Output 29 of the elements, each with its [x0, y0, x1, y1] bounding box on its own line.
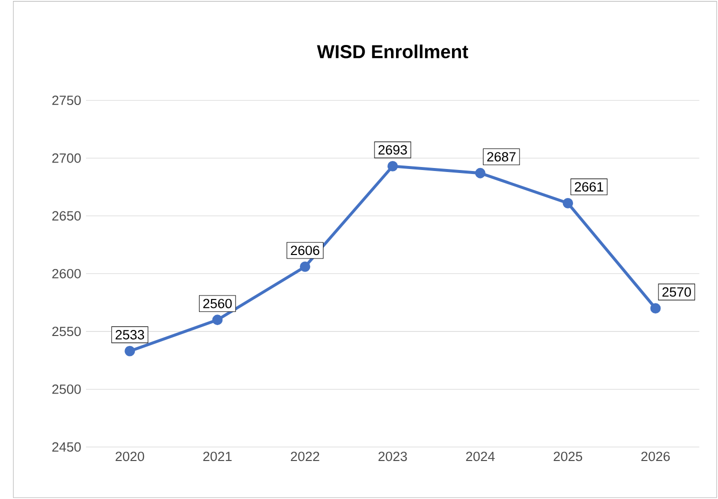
point [650, 303, 661, 314]
data-label: 2533 [116, 330, 144, 340]
x-tick-label: 2021 [203, 452, 232, 462]
point [212, 314, 223, 326]
data-label: 2693 [378, 145, 407, 155]
point [300, 262, 310, 272]
y-tick-label: 2550 [52, 326, 81, 336]
x-tick-label: 2020 [116, 452, 144, 462]
x-tick-label: 2026 [641, 452, 670, 462]
x-tick-label: 2023 [378, 452, 407, 462]
data-label: 2560 [203, 298, 232, 308]
point [475, 168, 486, 178]
x-tick-label: 2025 [554, 452, 582, 462]
y-tick-label: 2650 [52, 211, 81, 221]
point [387, 160, 398, 172]
data-label: 2570 [662, 287, 691, 297]
y-tick-label: 2600 [52, 268, 81, 278]
data-label: 2661 [574, 182, 604, 192]
y-tick-label: 2750 [52, 96, 81, 106]
x-tick-label: 2024 [466, 452, 495, 462]
point [124, 346, 136, 356]
y-tick-label: 2500 [52, 384, 81, 394]
data-label: 2687 [487, 152, 516, 162]
x-tick-label: 2022 [290, 452, 320, 462]
y-tick-label: 2450 [52, 442, 81, 452]
point [562, 198, 574, 208]
data-label: 2606 [290, 246, 320, 256]
chart-title: WISD Enrollment [316, 44, 468, 58]
y-tick-label: 2700 [52, 153, 81, 163]
